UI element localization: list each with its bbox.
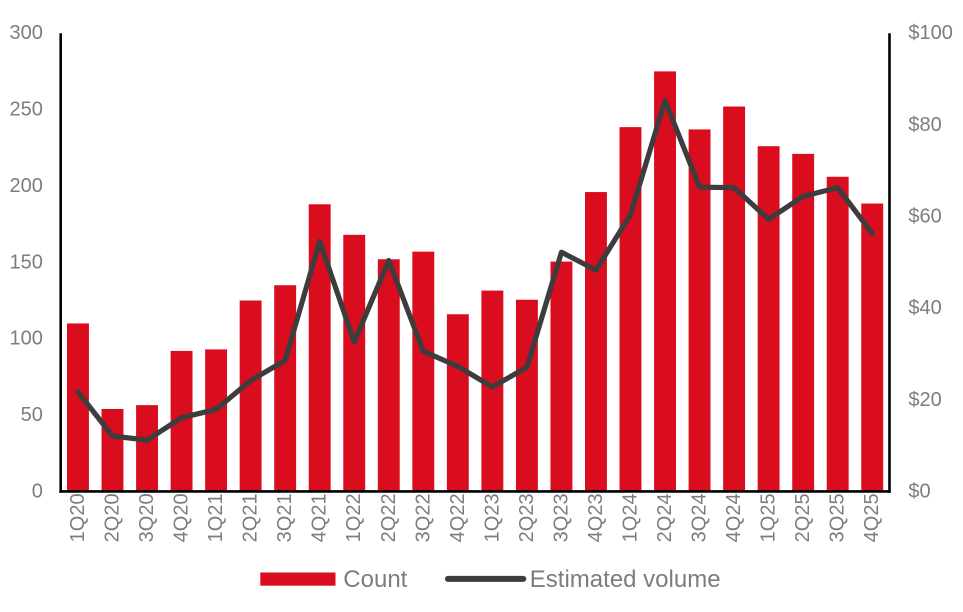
svg-text:2Q23: 2Q23 <box>516 493 538 542</box>
svg-text:$20: $20 <box>908 389 941 411</box>
svg-text:4Q24: 4Q24 <box>723 493 745 542</box>
svg-text:1Q22: 1Q22 <box>343 493 365 542</box>
svg-text:$80: $80 <box>908 114 941 136</box>
svg-text:$60: $60 <box>908 206 941 228</box>
svg-text:1Q20: 1Q20 <box>67 493 89 542</box>
svg-text:Count: Count <box>343 566 407 593</box>
svg-text:4Q21: 4Q21 <box>309 493 331 542</box>
svg-text:1Q24: 1Q24 <box>620 493 642 542</box>
svg-text:2Q20: 2Q20 <box>102 493 124 542</box>
svg-text:$0: $0 <box>908 480 930 502</box>
svg-text:Estimated volume: Estimated volume <box>530 566 721 593</box>
svg-text:3Q20: 3Q20 <box>136 493 158 542</box>
svg-text:3Q23: 3Q23 <box>550 493 572 542</box>
svg-text:3Q24: 3Q24 <box>689 493 711 542</box>
svg-text:2Q21: 2Q21 <box>240 493 262 542</box>
svg-text:2Q22: 2Q22 <box>378 493 400 542</box>
svg-text:50: 50 <box>21 404 43 426</box>
svg-text:$40: $40 <box>908 297 941 319</box>
svg-text:2Q25: 2Q25 <box>792 493 814 542</box>
svg-text:1Q23: 1Q23 <box>481 493 503 542</box>
svg-text:200: 200 <box>10 175 43 197</box>
svg-text:1Q25: 1Q25 <box>758 493 780 542</box>
svg-text:4Q23: 4Q23 <box>585 493 607 542</box>
svg-text:3Q21: 3Q21 <box>274 493 296 542</box>
svg-text:0: 0 <box>32 480 43 502</box>
svg-text:4Q25: 4Q25 <box>861 493 883 542</box>
svg-text:100: 100 <box>10 328 43 350</box>
svg-text:300: 300 <box>10 22 43 44</box>
svg-text:150: 150 <box>10 251 43 273</box>
svg-text:4Q22: 4Q22 <box>447 493 469 542</box>
svg-text:3Q22: 3Q22 <box>412 493 434 542</box>
svg-text:250: 250 <box>10 99 43 121</box>
svg-text:$100: $100 <box>908 22 953 44</box>
svg-text:3Q25: 3Q25 <box>827 493 849 542</box>
svg-text:4Q20: 4Q20 <box>171 493 193 542</box>
svg-text:2Q24: 2Q24 <box>654 493 676 542</box>
svg-text:1Q21: 1Q21 <box>205 493 227 542</box>
